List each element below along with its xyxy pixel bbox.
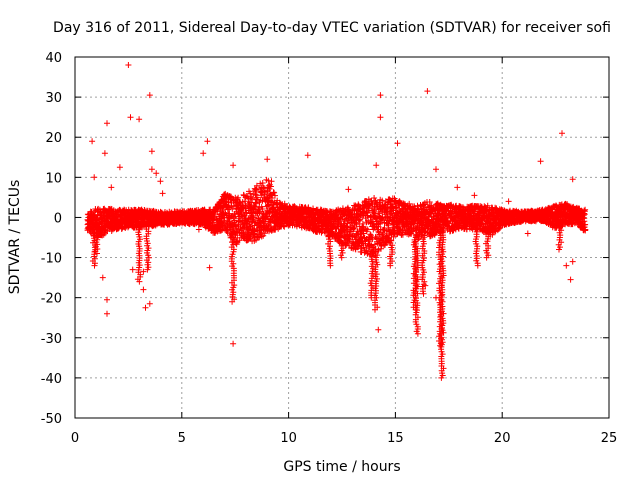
- data-point: [243, 222, 250, 229]
- data-point: [265, 177, 272, 184]
- data-point: [489, 231, 496, 238]
- data-point: [357, 216, 364, 223]
- data-point: [393, 204, 400, 211]
- data-point: [281, 223, 288, 230]
- data-point: [230, 236, 237, 243]
- data-point: [267, 183, 274, 190]
- data-point: [360, 230, 367, 237]
- data-point: [356, 217, 363, 224]
- data-point: [272, 192, 278, 199]
- data-point: [463, 226, 470, 233]
- data-point: [440, 225, 447, 232]
- data-point: [259, 180, 266, 186]
- data-point: [261, 230, 268, 237]
- data-point: [251, 203, 258, 210]
- data-point: [365, 207, 372, 214]
- data-point: [414, 202, 421, 209]
- data-point: [364, 226, 371, 233]
- data-point: [218, 227, 225, 234]
- data-point: [353, 220, 360, 227]
- data-point: [249, 195, 256, 202]
- data-point: [254, 220, 261, 227]
- data-point: [271, 189, 278, 196]
- data-point: [350, 225, 357, 232]
- data-point: [360, 244, 367, 251]
- data-point: [235, 194, 242, 201]
- data-point: [415, 206, 422, 213]
- data-point: [253, 182, 260, 189]
- data-point: [371, 195, 378, 201]
- data-point: [385, 222, 392, 229]
- data-point: [337, 214, 344, 221]
- chart-title: Day 316 of 2011, Sidereal Day-to-day VTE…: [53, 20, 611, 36]
- data-point: [379, 197, 386, 204]
- data-point: [439, 224, 446, 231]
- data-point: [355, 201, 362, 208]
- data-point: [377, 220, 383, 227]
- data-point: [484, 202, 491, 209]
- data-point: [354, 228, 361, 235]
- data-point: [259, 206, 266, 212]
- data-points: [84, 62, 589, 381]
- data-point: [379, 231, 386, 238]
- data-point: [412, 216, 419, 223]
- data-point: [270, 189, 277, 196]
- data-point: [232, 222, 239, 229]
- data-point: [390, 233, 397, 240]
- data-point: [376, 210, 383, 217]
